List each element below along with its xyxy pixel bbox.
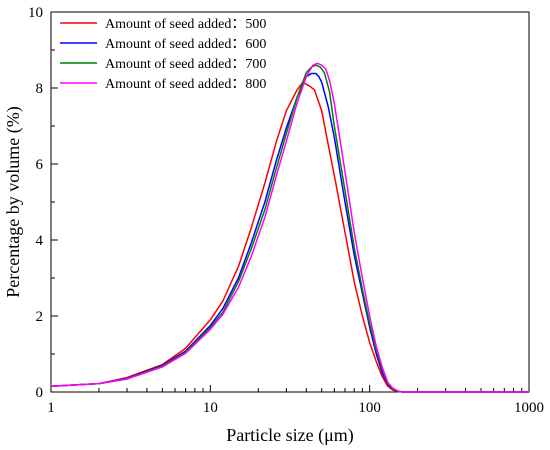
x-tick-label: 1	[47, 400, 55, 416]
x-tick-label: 1000	[514, 400, 544, 416]
x-tick-label: 10	[203, 400, 218, 416]
y-tick-label: 2	[36, 309, 44, 325]
y-tick-label: 8	[36, 81, 44, 97]
series-line-4	[50, 62, 529, 393]
legend-label-2: Amount of seed added：600	[105, 37, 266, 52]
legend-label-1: Amount of seed added：500	[105, 17, 266, 32]
legend-label-3: Amount of seed added：700	[105, 57, 266, 72]
y-tick-label: 6	[36, 157, 44, 173]
y-tick-label: 4	[36, 233, 44, 249]
x-axis-title: Particle size (μm)	[226, 425, 354, 446]
series-lines	[50, 62, 529, 393]
y-tick-label: 0	[36, 385, 44, 401]
x-tick-label: 100	[358, 400, 381, 416]
axis-tick-labels: 1 10 100 1000 0 2 4 6 8 10	[28, 5, 544, 416]
y-tick-label: 10	[28, 5, 43, 21]
series-line-1	[50, 81, 529, 393]
legend-label-4: Amount of seed added：800	[105, 77, 266, 92]
y-axis-title: Percentage by volume (%)	[3, 106, 24, 297]
legend: Amount of seed added：500 Amount of seed a…	[60, 17, 266, 92]
series-line-3	[50, 64, 529, 393]
